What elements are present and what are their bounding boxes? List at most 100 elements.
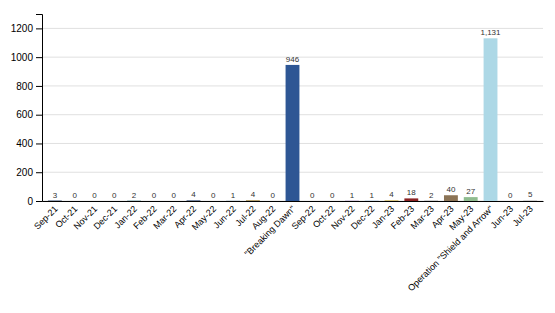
y-tick: 1200 [11, 23, 42, 34]
x-tick: Jun-23 [489, 204, 516, 231]
x-tick: Sep-21 [32, 204, 60, 232]
data-label: 3 [53, 191, 58, 200]
data-label: 0 [152, 191, 157, 200]
x-tick-label: Operation "Shield and Arrow" [406, 204, 495, 293]
y-tick: 800 [16, 81, 42, 92]
bar [246, 200, 260, 201]
y-axis-line [36, 15, 43, 202]
bar [68, 201, 82, 202]
bar [305, 201, 319, 202]
x-tick-label: Sep-21 [32, 204, 60, 232]
data-label: 0 [330, 191, 335, 200]
y-tick-label: 800 [16, 81, 33, 92]
y-tick-label: 1200 [11, 23, 34, 34]
bar [484, 38, 498, 201]
x-tick-label: Mar-23 [409, 204, 436, 231]
bar [167, 201, 181, 202]
data-label: 1 [350, 191, 355, 200]
y-tick: 200 [16, 167, 42, 178]
y-axis: 0 200 400 600 800 1000 1200 [11, 15, 43, 207]
data-label: 40 [446, 185, 455, 194]
y-tick-label: 400 [16, 138, 33, 149]
bar [464, 197, 478, 201]
y-tick-label: 200 [16, 167, 33, 178]
bar [404, 198, 418, 201]
x-tick: Mar-22 [151, 204, 178, 231]
bar [385, 200, 399, 201]
y-tick-mark [36, 86, 42, 87]
x-tick: Jul-23 [511, 204, 535, 228]
data-label: 0 [112, 191, 117, 200]
y-tick-mark [36, 28, 42, 29]
data-label: 0 [72, 191, 77, 200]
data-label: 0 [171, 191, 176, 200]
x-tick: Operation "Shield and Arrow" [406, 204, 495, 293]
x-tick-label: May-22 [190, 204, 218, 232]
y-tick: 1000 [11, 52, 42, 63]
bar [187, 200, 201, 201]
chart-container: 020040060080010001200Sep-21Oct-21Nov-21D… [0, 0, 555, 313]
data-label: 1 [369, 191, 374, 200]
bar [107, 201, 121, 202]
y-tick: 0 [27, 196, 42, 207]
y-tick-mark [36, 201, 42, 202]
data-label: 0 [508, 191, 513, 200]
data-label: 4 [389, 190, 394, 199]
grid [42, 28, 543, 201]
y-tick-mark [36, 143, 42, 144]
x-axis-line [43, 201, 544, 202]
data-label: 18 [407, 188, 416, 197]
y-tick-label: 1000 [11, 52, 34, 63]
bar [365, 200, 379, 201]
x-axis: Sep-21Oct-21Nov-21Dec-21Jan-22Feb-22Mar-… [32, 202, 543, 294]
data-labels: 3000200401409460011418240271,13105 [53, 28, 533, 200]
y-tick-mark [36, 115, 42, 116]
grid-line [42, 28, 543, 29]
y-tick: 600 [16, 109, 42, 120]
y-tick-label: 0 [27, 196, 33, 207]
data-label: 1,131 [481, 28, 502, 37]
bar [444, 195, 458, 201]
data-label: 0 [92, 191, 97, 200]
plot-area: 020040060080010001200Sep-21Oct-21Nov-21D… [11, 15, 544, 294]
x-tick-label: Jul-23 [511, 204, 535, 228]
x-tick: "Breaking Dawn" [243, 204, 298, 259]
data-label: 0 [310, 191, 315, 200]
data-label: 27 [466, 187, 475, 196]
chart-svg: 020040060080010001200Sep-21Oct-21Nov-21D… [0, 0, 555, 313]
data-label: 0 [270, 191, 275, 200]
data-label: 946 [286, 55, 300, 64]
y-tick: 400 [16, 138, 42, 149]
x-tick: Jun-22 [211, 204, 238, 231]
x-tick-label: Sep-22 [290, 204, 318, 232]
bar [325, 201, 339, 202]
bar [266, 201, 280, 202]
bar [523, 200, 537, 201]
bar [48, 200, 62, 201]
y-tick-mark [36, 57, 42, 58]
bar [286, 65, 300, 201]
data-label: 4 [191, 190, 196, 199]
bar [206, 201, 220, 202]
bar [503, 201, 517, 202]
x-tick-label: "Breaking Dawn" [243, 204, 298, 259]
x-tick-label: Mar-22 [151, 204, 178, 231]
y-tick-mark [36, 172, 42, 173]
bars [48, 38, 537, 201]
bar [226, 200, 240, 201]
data-label: 5 [528, 190, 533, 199]
data-label: 0 [211, 191, 216, 200]
x-tick-label: Jun-22 [211, 204, 238, 231]
x-tick: Mar-23 [409, 204, 436, 231]
bar [424, 200, 438, 201]
data-label: 1 [231, 191, 236, 200]
x-tick: May-22 [190, 204, 218, 232]
data-label: 2 [132, 191, 137, 200]
data-label: 2 [429, 191, 434, 200]
bar [127, 200, 141, 201]
data-label: 4 [251, 190, 256, 199]
y-tick-label: 600 [16, 109, 33, 120]
x-tick: Sep-22 [290, 204, 318, 232]
bar [88, 201, 102, 202]
bar [345, 200, 359, 201]
